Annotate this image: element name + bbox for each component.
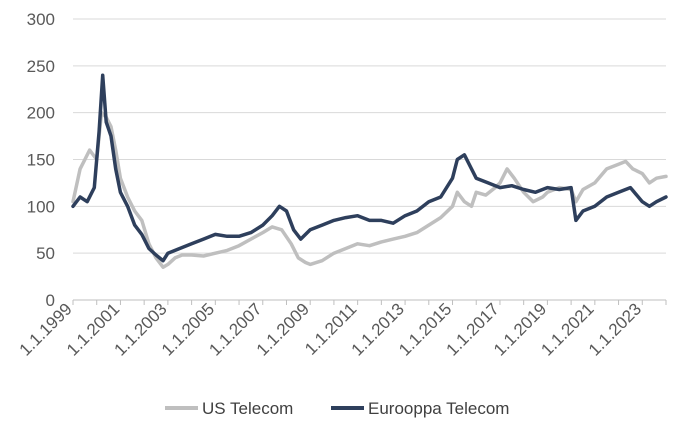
series-line-us-telecom: [71, 110, 668, 269]
gridlines: [73, 18, 666, 254]
y-tick-label: 50: [36, 244, 55, 263]
y-tick-label: 200: [27, 104, 55, 123]
series-lines: [71, 73, 668, 269]
series-line-eurooppa-telecom: [71, 73, 668, 263]
x-tick-label: 1.1.2009: [253, 299, 313, 359]
y-tick-label: 0: [46, 291, 55, 310]
y-axis-tick-labels: 0 50 100 150 200 250 300: [27, 10, 55, 310]
legend: US Telecom Eurooppa Telecom: [165, 399, 509, 418]
legend-label: US Telecom: [202, 399, 293, 418]
legend-label: Eurooppa Telecom: [368, 399, 509, 418]
y-tick-label: 150: [27, 151, 55, 170]
y-tick-label: 250: [27, 57, 55, 76]
y-tick-label: 100: [27, 197, 55, 216]
x-axis: 1.1.19991.1.20011.1.20031.1.20051.1.2007…: [16, 299, 667, 360]
y-tick-label: 300: [27, 10, 55, 29]
x-tick-label: 1.1.2023: [585, 299, 645, 359]
